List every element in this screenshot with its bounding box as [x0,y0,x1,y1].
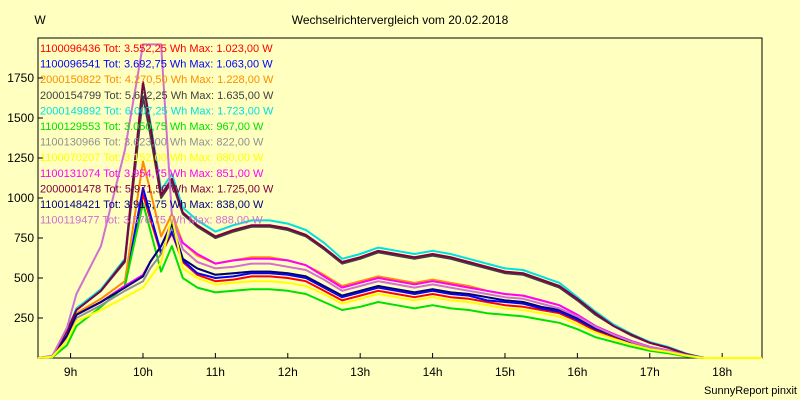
x-tick-label: 9h [64,365,77,379]
y-tick-label: 250 [14,311,34,325]
series-line-9 [37,81,762,359]
plot-area [37,37,763,359]
y-tick-label: 500 [14,271,34,285]
x-tick-label: 10h [133,365,153,379]
y-tick-label: 750 [14,231,34,245]
series-line-11 [37,216,762,359]
y-tick-label: 1000 [7,191,34,205]
legend-entry: 2000150822 Tot: 4.270,50 Wh Max: 1.228,0… [40,74,274,86]
legend-entry: 1100131074 Tot: 3.954,75 Wh Max: 851,00 … [40,168,264,180]
footer-label: SunnyReport pinxit [704,385,797,397]
chart-title: Wechselrichtervergleich vom 20.02.2018 [292,13,509,27]
axes: 250 500 750 1000 1250 1500 1750 9h 10h 11h 12h 13h 1… [7,71,732,379]
x-tick-label: 14h [423,365,443,379]
legend-entry: 2000154799 Tot: 5.642,25 Wh Max: 1.635,0… [40,90,274,102]
legend-entry: 1100096541 Tot: 3.692,75 Wh Max: 1.063,0… [40,59,273,71]
x-tick-label: 17h [640,365,660,379]
legend: 1100096436 Tot: 3.552,25 Wh Max: 1.023,0… [40,43,274,227]
x-tick-label: 13h [350,365,370,379]
y-tick-label: 1250 [7,151,34,165]
legend-entry: 1100119477 Tot: 3.576,75 Wh Max: 888,00 … [40,215,263,227]
legend-entry: 1100130966 Tot: 3.623,00 Wh Max: 822,00 … [40,137,264,149]
legend-entry: 2000149892 Tot: 6.007,25 Wh Max: 1.723,0… [40,105,274,117]
series-line-10 [37,43,762,359]
y-tick-label: 1750 [7,71,34,85]
x-tick-label: 16h [567,365,587,379]
legend-entry: 1100129553 Tot: 3.050,75 Wh Max: 967,00 … [40,121,264,133]
series-line-5 [37,202,762,359]
y-tick-label: 1500 [7,111,34,125]
y-axis-label: W [34,13,46,27]
legend-entry: 1100148421 Tot: 3.916,75 Wh Max: 838,00 … [40,199,264,211]
legend-entry: 2000001478 Tot: 5.971,50 Wh Max: 1.725,0… [40,183,274,195]
x-tick-label: 12h [278,365,298,379]
x-tick-label: 11h [206,365,225,379]
x-tick-label: 15h [495,365,515,379]
legend-entry: 1100070207 Tot: 3.152,00 Wh Max: 880,00 … [40,152,264,164]
legend-entry: 1100096436 Tot: 3.552,25 Wh Max: 1.023,0… [40,43,273,55]
x-tick-label: 18h [712,365,732,379]
series-lines [37,43,762,359]
